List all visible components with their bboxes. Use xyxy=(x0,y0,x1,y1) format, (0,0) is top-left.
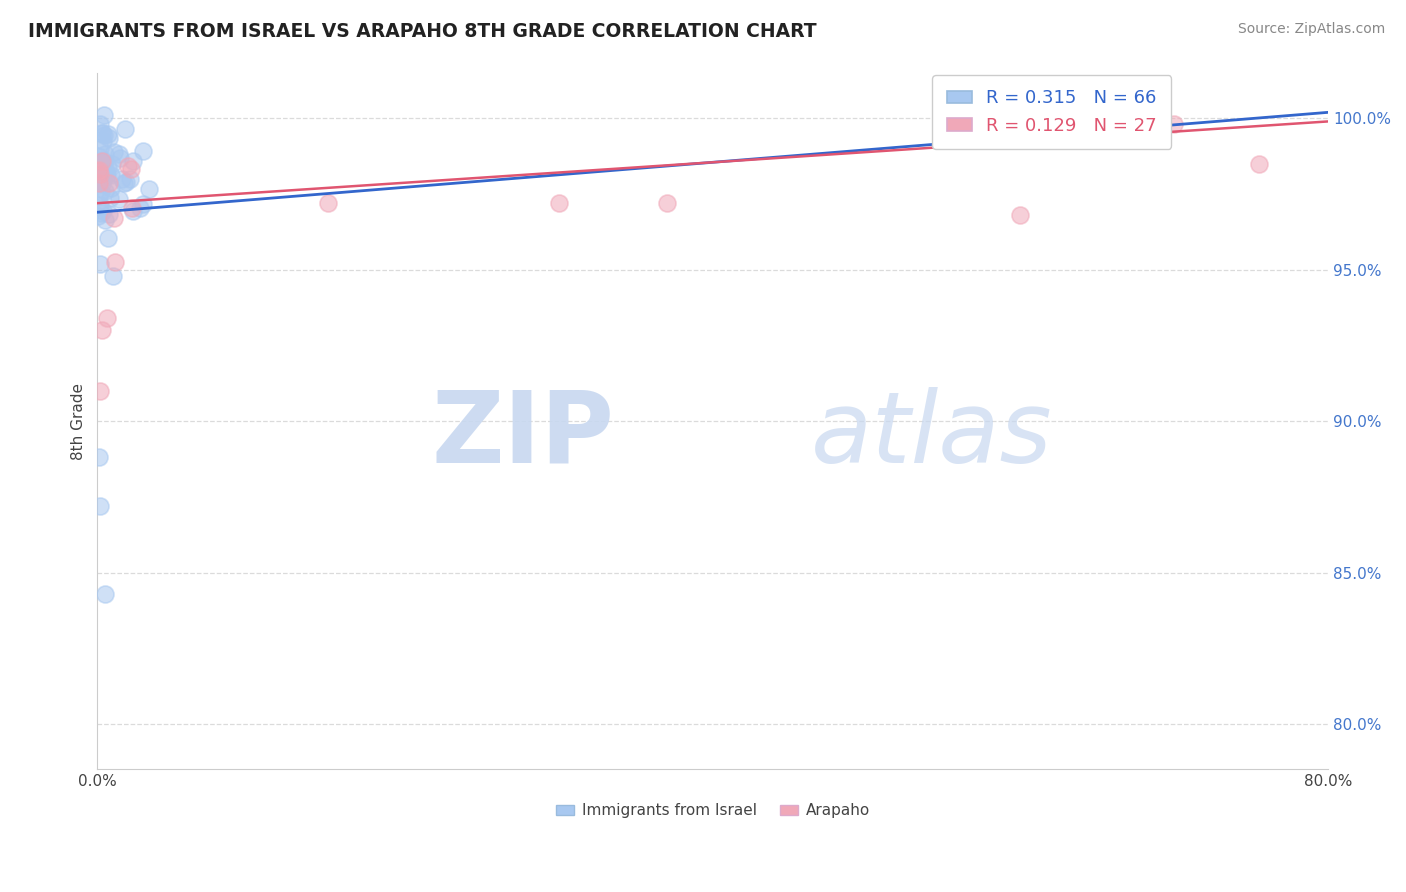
Point xyxy=(98,206,121,220)
Point xyxy=(89,499,111,513)
Point xyxy=(108,146,131,161)
Point xyxy=(89,197,111,211)
Point xyxy=(129,202,152,216)
Point xyxy=(93,157,115,171)
Point xyxy=(87,164,110,178)
Point xyxy=(89,172,111,186)
Point xyxy=(96,127,118,141)
Point xyxy=(100,168,122,182)
Point xyxy=(89,141,111,155)
Point xyxy=(1247,157,1270,171)
Point xyxy=(121,201,143,215)
Point xyxy=(103,211,125,226)
Point xyxy=(91,126,114,140)
Point xyxy=(97,161,120,175)
Point xyxy=(93,128,115,142)
Point xyxy=(108,151,131,165)
Point xyxy=(91,204,114,219)
Point xyxy=(89,167,111,181)
Point xyxy=(96,311,118,326)
Point xyxy=(97,231,120,245)
Point xyxy=(94,147,117,161)
Point xyxy=(101,268,124,283)
Point xyxy=(91,134,114,148)
Point xyxy=(111,171,134,186)
Text: ZIP: ZIP xyxy=(432,386,614,483)
Point xyxy=(91,154,114,169)
Point xyxy=(132,144,155,158)
Point xyxy=(1010,208,1032,222)
Text: IMMIGRANTS FROM ISRAEL VS ARAPAHO 8TH GRADE CORRELATION CHART: IMMIGRANTS FROM ISRAEL VS ARAPAHO 8TH GR… xyxy=(28,22,817,41)
Point xyxy=(90,177,112,191)
Point xyxy=(108,192,131,206)
Point xyxy=(103,145,125,159)
Point xyxy=(93,185,115,199)
Point xyxy=(87,209,110,223)
Point xyxy=(120,162,142,177)
Point xyxy=(91,323,114,337)
Y-axis label: 8th Grade: 8th Grade xyxy=(72,383,86,459)
Point xyxy=(91,170,114,185)
Point xyxy=(89,384,111,398)
Point xyxy=(93,108,115,122)
Point xyxy=(94,213,117,227)
Point xyxy=(98,191,121,205)
Point xyxy=(138,182,160,196)
Point xyxy=(94,587,117,601)
Text: Source: ZipAtlas.com: Source: ZipAtlas.com xyxy=(1237,22,1385,37)
Point xyxy=(90,206,112,220)
Point xyxy=(132,197,155,211)
Point xyxy=(90,186,112,200)
Point xyxy=(90,127,112,141)
Point xyxy=(115,175,138,189)
Point xyxy=(89,117,111,131)
Point xyxy=(89,165,111,179)
Point xyxy=(98,177,121,191)
Point xyxy=(104,254,127,268)
Point xyxy=(87,170,110,185)
Point xyxy=(655,196,678,211)
Point xyxy=(93,156,115,170)
Point xyxy=(93,170,115,185)
Point xyxy=(91,169,114,184)
Point xyxy=(96,168,118,182)
Text: atlas: atlas xyxy=(811,386,1053,483)
Point xyxy=(89,162,111,177)
Point xyxy=(94,165,117,179)
Point xyxy=(122,204,145,219)
Point xyxy=(98,131,121,145)
Point xyxy=(87,176,110,190)
Point xyxy=(87,149,110,163)
Point xyxy=(87,450,110,465)
Point xyxy=(548,196,571,211)
Point xyxy=(100,181,122,195)
Point xyxy=(87,176,110,190)
Point xyxy=(91,153,114,167)
Point xyxy=(90,166,112,180)
Point xyxy=(121,153,143,168)
Point xyxy=(89,160,111,174)
Point xyxy=(87,188,110,202)
Point xyxy=(101,157,124,171)
Point xyxy=(1163,118,1185,132)
Point xyxy=(117,159,139,173)
Point xyxy=(93,168,115,182)
Legend: Immigrants from Israel, Arapaho: Immigrants from Israel, Arapaho xyxy=(550,797,876,824)
Point xyxy=(114,121,136,136)
Point xyxy=(118,172,141,186)
Point xyxy=(114,176,136,190)
Point xyxy=(90,154,112,169)
Point xyxy=(316,196,339,211)
Point xyxy=(89,257,111,271)
